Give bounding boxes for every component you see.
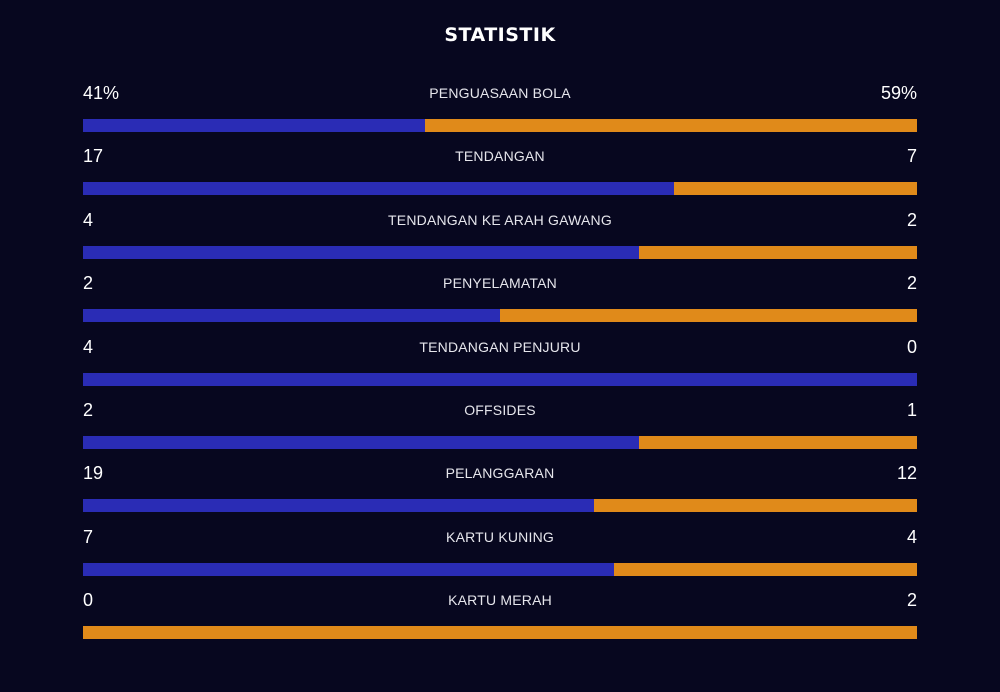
home-value: 4: [83, 336, 94, 357]
away-value: 2: [906, 273, 917, 294]
stats-list: 41% PENGUASAAN BOLA 59% 17 TENDANGAN 7 4…: [83, 80, 917, 651]
away-bar-segment: [673, 182, 917, 196]
stat-row-shots-on-target: 4 TENDANGAN KE ARAH GAWANG 2: [83, 207, 917, 270]
comparison-bar: [83, 372, 917, 386]
stat-row-shots: 17 TENDANGAN 7: [83, 143, 917, 206]
comparison-bar: [83, 499, 917, 513]
comparison-bar: [83, 119, 917, 132]
stat-row-possession: 41% PENGUASAAN BOLA 59%: [83, 80, 917, 143]
home-value: 17: [83, 146, 104, 167]
comparison-bar: [83, 182, 917, 196]
stat-label: KARTU MERAH: [448, 592, 552, 609]
stat-row-red-cards: 0 KARTU MERAH 2: [83, 587, 917, 650]
comparison-bar: [83, 562, 917, 576]
home-value: 7: [83, 526, 94, 547]
home-bar-segment: [83, 562, 614, 576]
stat-label: KARTU KUNING: [446, 528, 554, 545]
away-value: 59%: [880, 83, 917, 103]
stat-label: PENGUASAAN BOLA: [429, 85, 571, 101]
away-value: 12: [896, 463, 917, 484]
stat-row-saves: 2 PENYELAMATAN 2: [83, 270, 917, 333]
home-bar-segment: [83, 372, 917, 386]
away-bar-segment: [638, 435, 917, 449]
home-value: 19: [83, 463, 104, 484]
home-bar-segment: [83, 499, 595, 513]
home-value: 41%: [83, 83, 120, 103]
stat-row-corners: 4 TENDANGAN PENJURU 0: [83, 334, 917, 397]
stat-label: TENDANGAN: [455, 148, 545, 165]
away-bar-segment: [83, 626, 917, 640]
away-value: 7: [906, 146, 917, 167]
away-value: 4: [906, 526, 917, 547]
away-bar-segment: [613, 562, 917, 576]
away-bar-segment: [500, 309, 917, 323]
stats-title: STATISTIK: [444, 24, 556, 46]
away-bar-segment: [424, 119, 917, 132]
home-value: 4: [83, 209, 94, 230]
stat-row-fouls: 19 PELANGGARAN 12: [83, 460, 917, 523]
home-bar-segment: [83, 309, 500, 323]
comparison-bar: [83, 245, 917, 259]
away-bar-segment: [594, 499, 917, 513]
home-bar-segment: [83, 182, 674, 196]
away-value: 2: [906, 590, 917, 611]
stat-label: PELANGGARAN: [445, 465, 555, 482]
comparison-bar: [83, 309, 917, 323]
away-value: 2: [906, 209, 917, 230]
away-bar-segment: [638, 245, 917, 259]
comparison-bar: [83, 626, 917, 640]
comparison-bar: [83, 435, 917, 449]
home-bar-segment: [83, 119, 425, 132]
home-value: 2: [83, 399, 94, 420]
stat-label: TENDANGAN KE ARAH GAWANG: [388, 211, 612, 228]
stat-row-offsides: 2 OFFSIDES 1: [83, 397, 917, 460]
away-value: 0: [906, 336, 917, 357]
home-bar-segment: [83, 435, 639, 449]
stat-label: OFFSIDES: [464, 401, 536, 418]
stat-label: TENDANGAN PENJURU: [419, 338, 581, 355]
home-value: 2: [83, 273, 94, 294]
home-bar-segment: [83, 245, 639, 259]
stat-label: PENYELAMATAN: [443, 275, 557, 292]
stat-row-yellow-cards: 7 KARTU KUNING 4: [83, 524, 917, 587]
away-value: 1: [906, 399, 917, 420]
home-value: 0: [83, 590, 94, 611]
